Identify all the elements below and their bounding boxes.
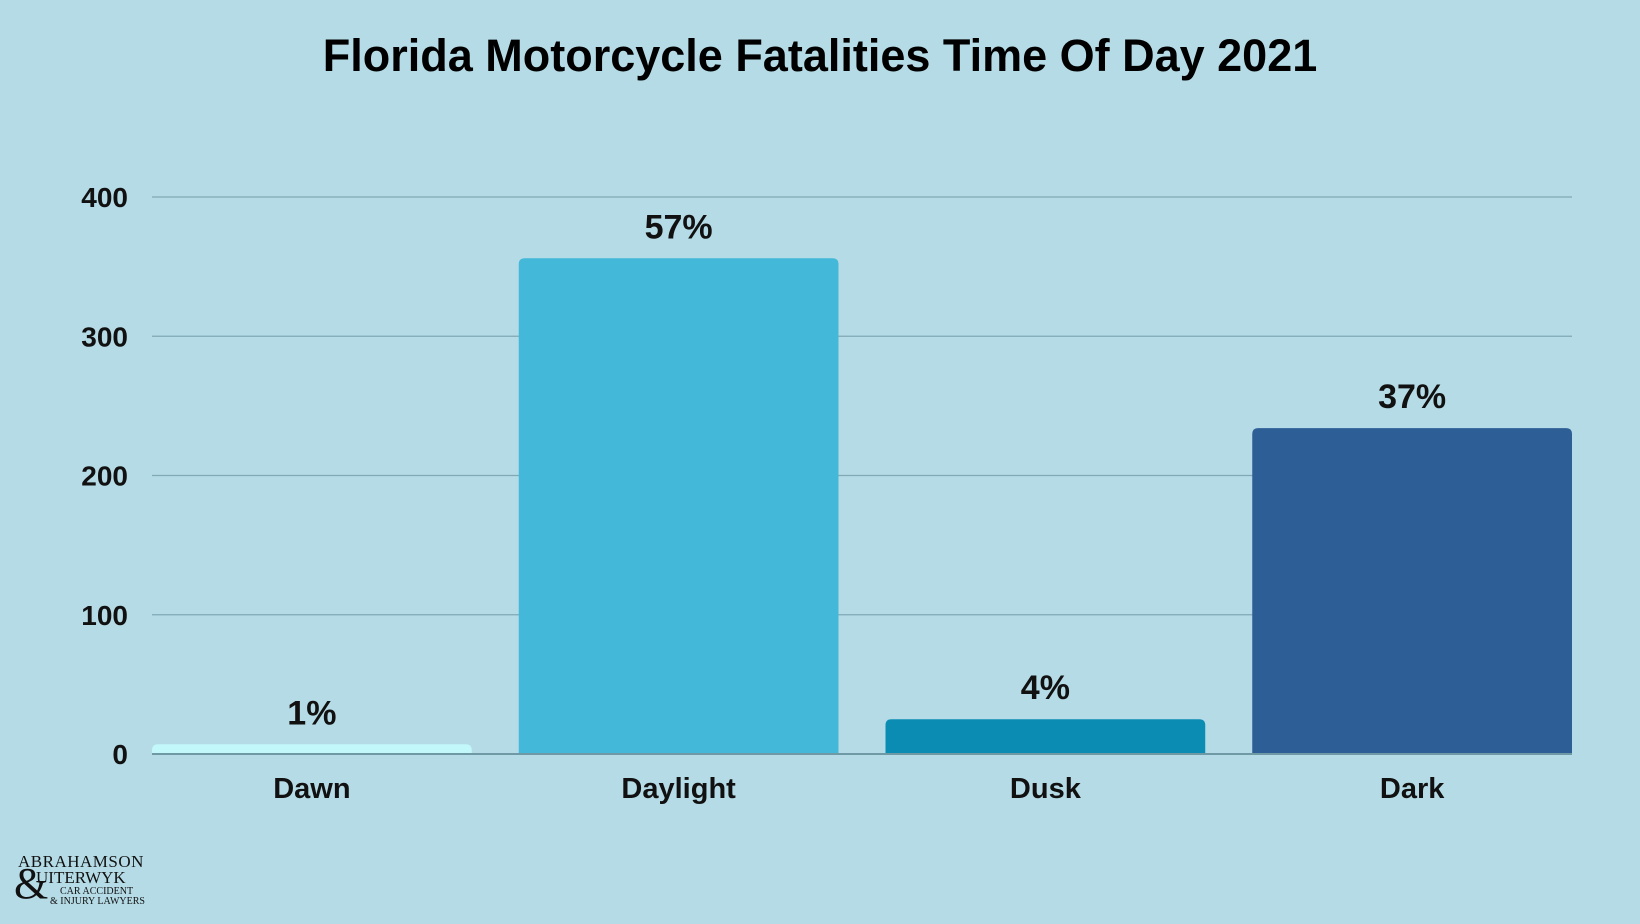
logo-line1: ABRAHAMSON [18,852,144,871]
data-label: 1% [287,694,336,732]
data-label: 4% [1021,669,1070,707]
y-tick-label: 400 [81,182,128,213]
data-label: 37% [1378,378,1446,416]
bar-daylight [518,258,839,754]
logo-line2: UITERWYK [36,868,126,887]
data-label: 57% [645,208,713,246]
y-tick-label: 100 [81,600,128,631]
x-tick-label: Dawn [273,773,350,805]
x-tick-label: Dusk [1010,773,1082,805]
y-tick-label: 200 [81,461,128,492]
y-tick-label: 0 [112,739,128,770]
x-tick-label: Daylight [621,773,736,805]
x-tick-label: Dark [1380,773,1445,805]
bar-dark [1252,428,1572,754]
bar-dusk [885,719,1206,754]
y-tick-label: 300 [81,321,128,352]
chart-title: Florida Motorcycle Fatalities Time Of Da… [322,30,1318,81]
logo-ampersand: & [14,859,49,908]
logo-line4: & INJURY LAWYERS [50,896,145,907]
logo-line3: CAR ACCIDENT [60,886,134,897]
bar-dawn [152,744,472,754]
